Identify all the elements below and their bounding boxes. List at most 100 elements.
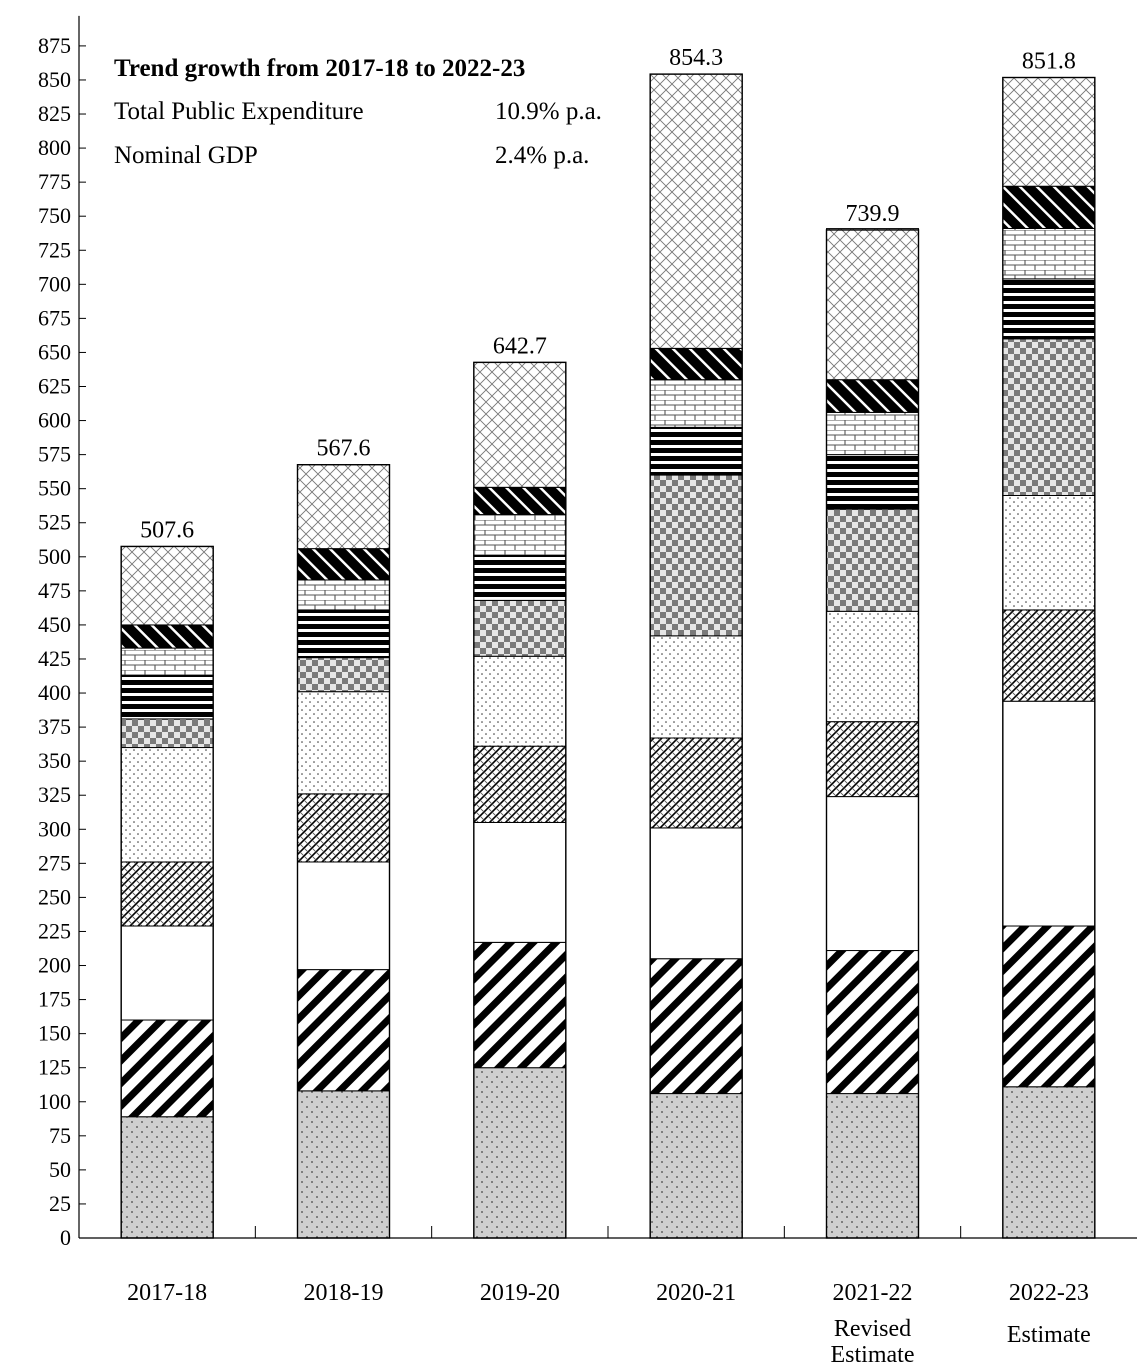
bar-stack: 507.6 — [120, 517, 214, 1239]
x-category-sublabel: Estimate — [831, 1342, 915, 1363]
y-tick-label: 875 — [38, 33, 71, 58]
y-tick-label: 625 — [38, 374, 71, 399]
bar-segment-crosshatch-light — [826, 228, 919, 381]
bar-segment-brick — [826, 411, 919, 456]
bar-segment-blank — [120, 925, 214, 1021]
y-tick-label: 550 — [38, 476, 71, 501]
bar-stack: 739.9 — [825, 201, 920, 1239]
bar-segment-blank — [297, 861, 390, 971]
bar-segment-blank — [473, 821, 567, 943]
y-tick-label: 375 — [38, 714, 71, 739]
bar-segment-checker — [649, 474, 743, 637]
x-category-sublabel: Revised — [834, 1316, 911, 1342]
bar-segment-dots-grey — [649, 1093, 743, 1239]
bar-stack: 851.8 — [1002, 49, 1096, 1239]
bar-segment-brick — [1002, 227, 1096, 280]
bar-segment-black-diagonal — [649, 347, 743, 381]
y-tick-label: 675 — [38, 305, 71, 330]
bar-segment-crosshatch-light — [297, 464, 390, 550]
y-tick-label: 175 — [38, 987, 71, 1012]
y-tick-label: 850 — [38, 67, 71, 92]
bar-segment-weave — [120, 861, 214, 927]
y-tick-label: 800 — [38, 135, 71, 160]
bar-segment-crosshatch-light — [649, 73, 743, 349]
x-axis: 2017-18 2018-19 2019-20 2020-21 2021-22 Revis… — [79, 1226, 1137, 1363]
bar-segment-dots-grey — [297, 1090, 390, 1239]
trend-growth-annotation: Trend growth from 2017-18 to 2022-23 Tot… — [114, 55, 602, 169]
bar-segment-brick — [297, 579, 390, 611]
y-tick-label: 0 — [60, 1225, 71, 1250]
bar-segment-horizontal-bold — [473, 554, 567, 601]
bar-total-label: 507.6 — [140, 517, 194, 543]
bar-total-label: 854.3 — [669, 45, 723, 71]
y-tick-label: 350 — [38, 748, 71, 773]
bar-total-label: 642.7 — [493, 333, 547, 359]
bar-segment-weave — [297, 793, 390, 863]
y-tick-label: 600 — [38, 408, 71, 433]
bar-segment-horizontal-bold — [297, 609, 390, 659]
y-tick-label: 650 — [38, 339, 71, 364]
bar-segment-fine-dots — [649, 635, 743, 739]
bar-segment-checker — [1002, 338, 1096, 496]
bar-stack: 567.6 — [296, 436, 391, 1239]
bar-segment-crosshatch-light — [120, 545, 214, 626]
y-tick-label: 450 — [38, 612, 71, 637]
bar-segment-horizontal-bold — [649, 426, 743, 476]
y-tick-label: 525 — [38, 510, 71, 535]
bar-segment-horizontal-bold — [826, 454, 919, 510]
bar-segment-blank — [826, 796, 919, 952]
bar-segment-fine-dots — [1002, 494, 1096, 611]
x-category-label: 2022-23 — [1009, 1280, 1089, 1306]
bar-segment-brick — [649, 379, 743, 428]
bar-segment-weave — [1002, 609, 1096, 702]
bar-stack: 642.7 — [473, 333, 567, 1239]
x-category-label: 2020-21 — [656, 1280, 736, 1306]
bar-total-label: 739.9 — [846, 201, 900, 227]
bar-segment-dots-grey — [826, 1093, 919, 1239]
y-tick-label: 775 — [38, 169, 71, 194]
bar-segment-weave — [473, 745, 567, 823]
x-category-label: 2021-22 — [833, 1280, 913, 1306]
y-tick-label: 25 — [49, 1191, 71, 1216]
y-tick-label: 50 — [49, 1157, 71, 1182]
bars-group: 507.6 567.6 642.7 854.3 739.9 851.8 — [120, 45, 1096, 1239]
bar-segment-dots-grey — [1002, 1086, 1096, 1239]
bar-segment-weave — [649, 737, 743, 829]
bar-segment-checker — [826, 508, 919, 612]
y-axis: 0 25 50 75 100 125 150 175 200 225 250 275 300 325 350… — [38, 15, 86, 1250]
y-tick-label: 400 — [38, 680, 71, 705]
bar-segment-crosshatch-light — [1002, 77, 1096, 187]
y-tick-label: 825 — [38, 101, 71, 126]
bar-segment-diagonal-bold — [473, 941, 567, 1069]
bar-segment-fine-dots — [826, 610, 919, 723]
x-category-label: 2019-20 — [480, 1280, 560, 1306]
y-tick-label: 325 — [38, 782, 71, 807]
bar-total-label: 567.6 — [317, 436, 371, 462]
y-tick-label: 200 — [38, 953, 71, 978]
bar-segment-fine-dots — [473, 655, 567, 747]
bar-segment-dots-grey — [473, 1067, 567, 1239]
bar-segment-fine-dots — [120, 747, 214, 863]
bar-segment-fine-dots — [297, 691, 390, 795]
bar-stack: 854.3 — [649, 45, 743, 1239]
y-tick-label: 250 — [38, 884, 71, 909]
annotation-row-label: Nominal GDP — [114, 142, 258, 169]
bar-segment-checker — [473, 599, 567, 657]
bar-segment-blank — [1002, 700, 1096, 927]
bar-segment-checker — [120, 718, 214, 749]
y-tick-label: 100 — [38, 1089, 71, 1114]
bar-segment-horizontal-bold — [120, 674, 214, 720]
x-category-sublabel: Estimate — [1007, 1322, 1091, 1348]
y-tick-label: 700 — [38, 271, 71, 296]
bar-segment-crosshatch-light — [473, 361, 567, 488]
annotation-row-value: 2.4% p.a. — [495, 142, 589, 169]
bar-segment-blank — [649, 827, 743, 960]
bar-segment-dots-grey — [120, 1116, 214, 1239]
annotation-row-label: Total Public Expenditure — [114, 98, 364, 125]
y-tick-label: 150 — [38, 1021, 71, 1046]
y-tick-label: 750 — [38, 203, 71, 228]
bar-total-label: 851.8 — [1022, 49, 1076, 75]
y-tick-label: 425 — [38, 646, 71, 671]
y-tick-label: 725 — [38, 237, 71, 262]
